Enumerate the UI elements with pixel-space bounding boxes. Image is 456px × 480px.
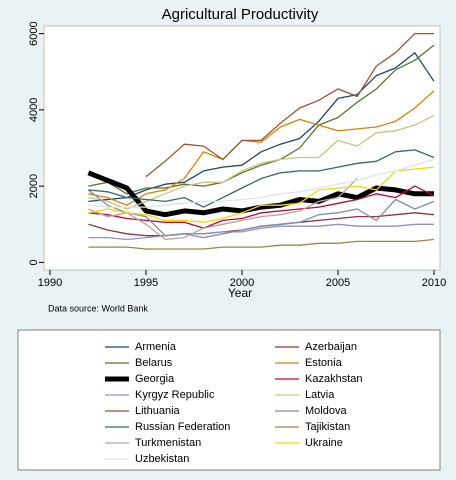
legend-label: Georgia: [135, 373, 175, 385]
y-tick-label: 0: [28, 259, 40, 265]
x-axis-label: Year: [228, 286, 252, 300]
y-tick-label: 2000: [28, 174, 40, 198]
plot-area: [43, 25, 441, 271]
series-line: [87, 189, 435, 239]
x-tick-label: 2005: [326, 277, 350, 289]
legend-label: Moldova: [305, 405, 347, 417]
legend-label: Estonia: [305, 357, 343, 369]
series-line: [88, 44, 435, 195]
series-line: [88, 90, 435, 206]
series-line: [88, 166, 435, 223]
series-line: [88, 52, 435, 203]
legend-label: Armenia: [135, 341, 177, 353]
series-line: [88, 178, 358, 241]
legend-label: Russian Federation: [135, 421, 230, 433]
series-line: [88, 149, 435, 208]
series-line: [88, 223, 434, 241]
legend-label: Kazakhstan: [305, 373, 362, 385]
x-tick-label: 2010: [422, 277, 446, 289]
legend-label: Tajikistan: [305, 421, 350, 433]
note: Data source: World Bank: [48, 303, 148, 313]
y-tick-label: 4000: [28, 98, 40, 122]
series-line: [87, 170, 434, 218]
legend-label: Azerbaijan: [305, 341, 357, 353]
legend-label: Kyrgyz Republic: [135, 389, 215, 401]
series-line: [88, 238, 435, 250]
y-tick-label: 6000: [28, 21, 40, 45]
x-tick-label: 1990: [38, 277, 62, 289]
series-line: [88, 158, 435, 208]
legend-label: Ukraine: [305, 437, 343, 449]
series-line: [88, 115, 435, 210]
legend-label: Uzbekistan: [135, 453, 189, 465]
x-tick-label: 2000: [230, 277, 254, 289]
series-line: [145, 32, 434, 178]
chart-title: Agricultural Productivity: [162, 6, 319, 23]
legend-label: Latvia: [305, 389, 335, 401]
legend-label: Lithuania: [135, 405, 181, 417]
legend-label: Belarus: [135, 357, 173, 369]
legend: [17, 329, 441, 471]
series-line: [88, 185, 435, 229]
x-tick-label: 1995: [134, 277, 158, 289]
legend-label: Turkmenistan: [135, 437, 201, 449]
